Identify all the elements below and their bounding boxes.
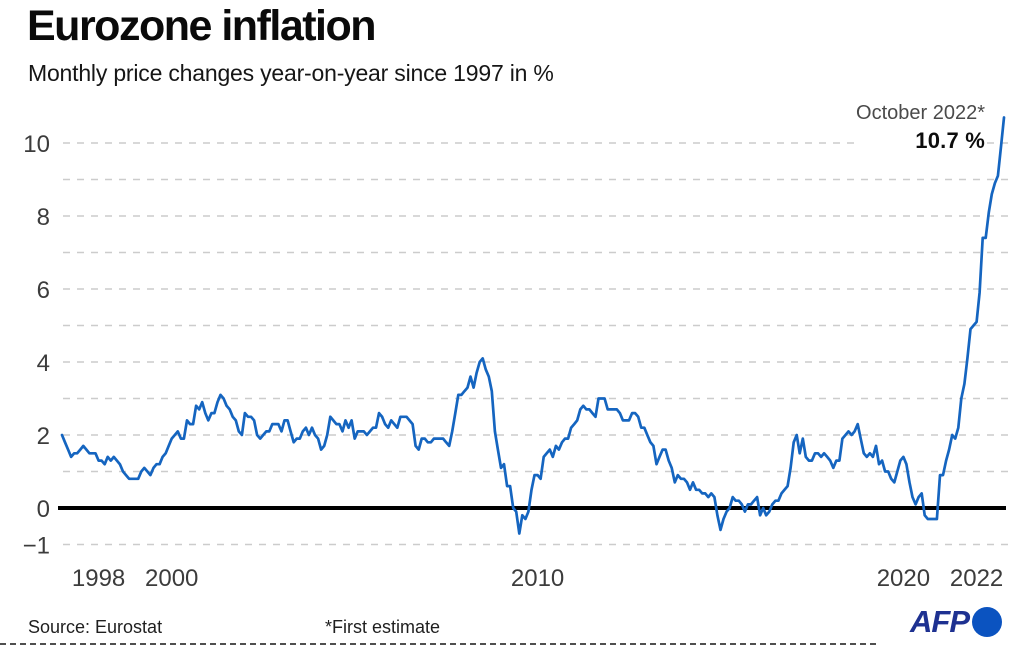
x-tick-label-2020: 2020	[877, 565, 930, 592]
bottom-dashed-border	[0, 643, 876, 645]
x-tick-label-1998: 1998	[72, 565, 125, 592]
y-tick-label-2: 2	[37, 423, 50, 450]
y-tick-label-0: 0	[37, 496, 50, 523]
y-tick-label-8: 8	[37, 204, 50, 231]
annotation-value-label: 10.7 %	[915, 128, 985, 153]
y-tick-label-4: 4	[37, 350, 50, 377]
x-tick-label-2000: 2000	[145, 565, 198, 592]
page-title: Eurozone inflation	[27, 2, 377, 50]
y-tick-label-6: 6	[37, 277, 50, 304]
afp-logo-dot-icon	[972, 607, 1002, 637]
x-tick-label-2010: 2010	[511, 565, 564, 592]
last-value-annotation: October 2022* 10.7 %	[854, 100, 987, 156]
inflation-series-line	[60, 116, 1006, 535]
chart-subtitle: Monthly price changes year-on-year since…	[28, 60, 554, 86]
afp-logo-text: AFP	[910, 604, 970, 639]
x-tick-label-2022: 2022	[950, 565, 1003, 592]
footnote-label: *First estimate	[325, 617, 441, 637]
source-label: Source: Eurostat	[28, 617, 163, 637]
y-tick-label-−1: −1	[23, 533, 50, 560]
afp-logo: AFP	[910, 604, 1002, 640]
y-tick-label-10: 10	[23, 131, 50, 158]
annotation-date-label: October 2022*	[856, 102, 985, 124]
